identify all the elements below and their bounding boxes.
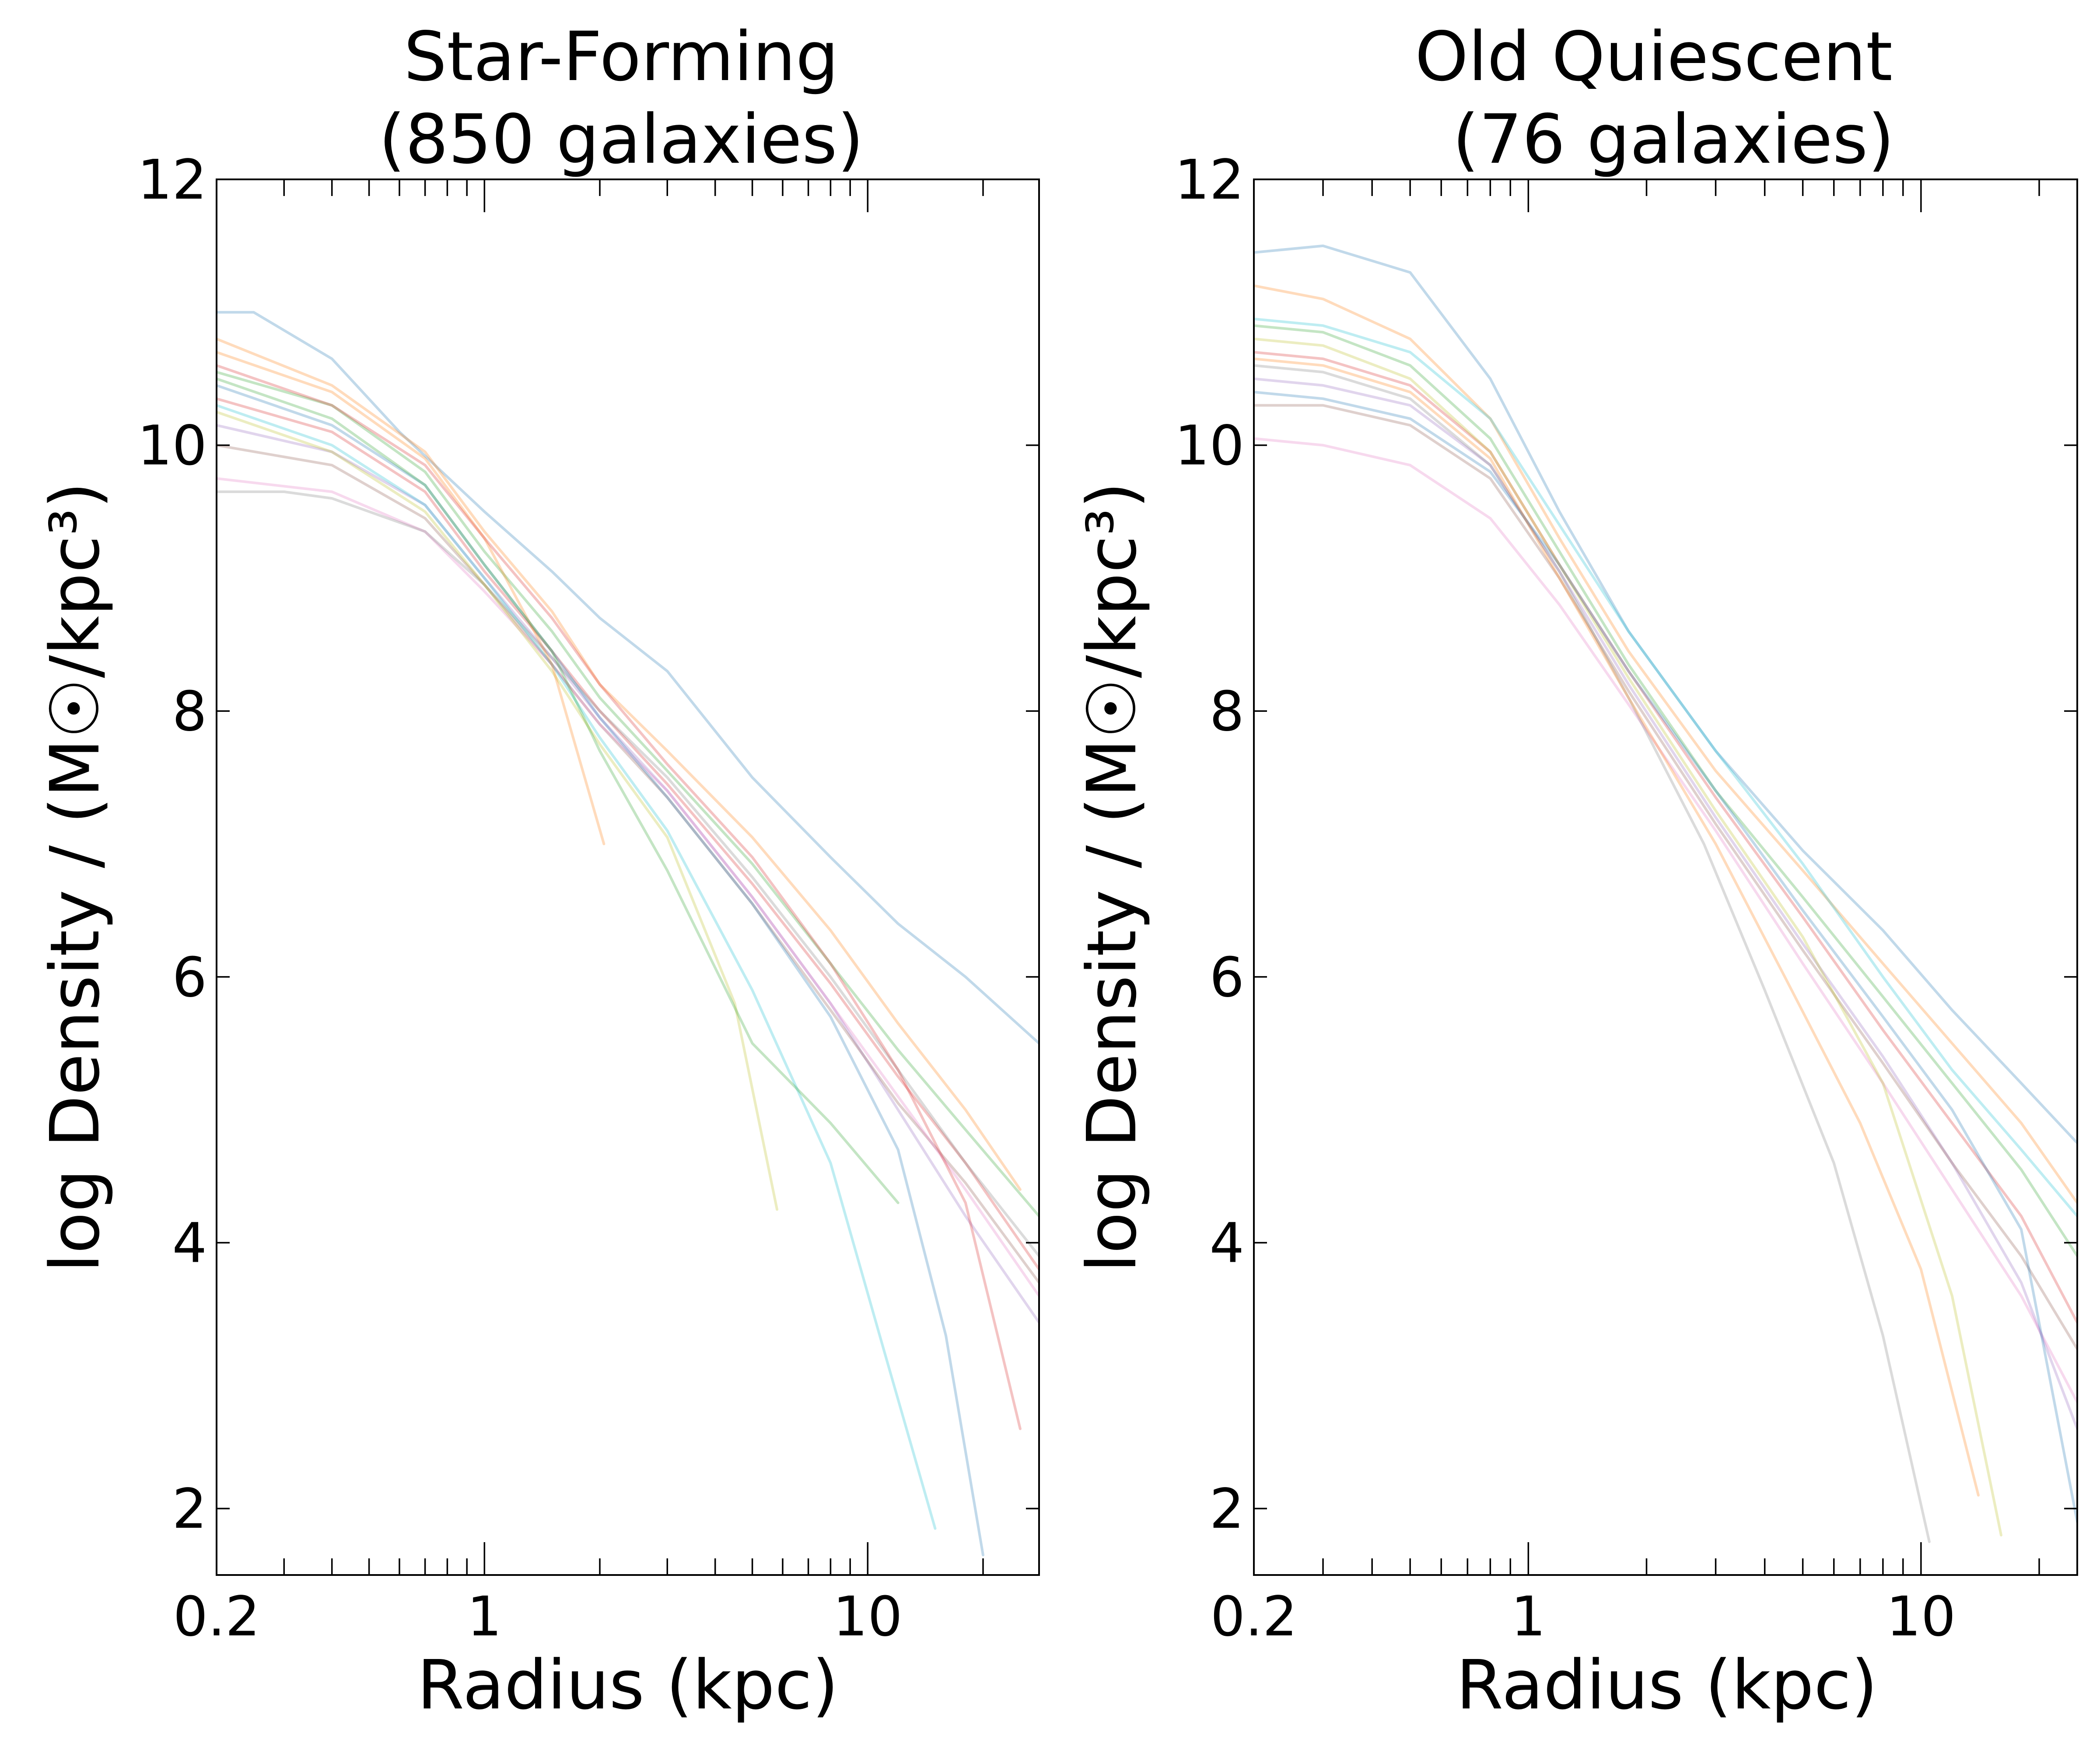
ticks-right [1253, 178, 2077, 1575]
x-tick-label: 10 [1886, 1585, 1956, 1648]
x-tick-label: 0.2 [173, 1585, 260, 1648]
x-tick-label: 0.2 [1211, 1585, 1298, 1648]
galaxy-profile-line [217, 384, 984, 1557]
galaxy-profile-line [1254, 337, 2002, 1536]
x-tick-label: 1 [1511, 1585, 1546, 1648]
galaxy-profile-line [217, 337, 1022, 1191]
galaxy-profile-line [1254, 391, 2077, 1523]
y-tick-label: 10 [137, 414, 207, 478]
tick-labels-left: 2 4 6 8 10 12 0.2 1 10 [137, 148, 903, 1648]
galaxy-profile-line [1254, 364, 1931, 1543]
galaxy-profile-line [217, 351, 606, 845]
galaxy-profile-line [217, 490, 1039, 1257]
galaxy-profile-line [1254, 318, 2077, 1218]
galaxy-profile-line [217, 424, 1039, 1324]
plot-area-left: 2 4 6 8 10 12 0.2 1 10 [137, 148, 1040, 1648]
curves-left [217, 311, 1039, 1557]
x-tick-label: 10 [833, 1585, 903, 1648]
y-axis-label: log Density / (M☉/kpc³) [1072, 482, 1152, 1273]
y-tick-label: 6 [1209, 946, 1244, 1009]
y-tick-label: 8 [172, 680, 207, 743]
galaxy-profile-line [217, 404, 937, 1530]
curves-right [1254, 244, 2077, 1543]
y-tick-label: 10 [1175, 414, 1244, 478]
y-tick-label: 4 [1209, 1211, 1244, 1275]
axes-frame-right [1253, 178, 2078, 1576]
panel-star-forming: Star-Forming (850 galaxies) 2 4 6 8 10 12 0.2 1… [35, 17, 1040, 1725]
galaxy-profile-line [217, 377, 900, 1204]
y-tick-label: 12 [1175, 148, 1244, 212]
galaxy-profile-line [217, 410, 779, 1211]
panel-title-line2: (850 galaxies) [379, 100, 864, 179]
galaxy-profile-line [1254, 404, 2077, 1351]
galaxy-profile-line [1254, 324, 2077, 1257]
y-tick-label: 6 [172, 946, 207, 1009]
galaxy-profile-line [1254, 377, 2077, 1430]
galaxy-profile-line [217, 477, 1039, 1297]
x-tick-label: 1 [467, 1585, 502, 1648]
galaxy-profile-line [217, 311, 1039, 1045]
galaxy-profile-line [217, 364, 1022, 1430]
galaxy-profile-line [217, 371, 1039, 1218]
galaxy-profile-line [1254, 284, 2077, 1204]
galaxy-profile-line [1254, 357, 1980, 1497]
galaxy-profile-line [217, 397, 1039, 1271]
y-tick-label: 8 [1209, 680, 1244, 743]
ticks-left [216, 178, 1039, 1575]
galaxy-profile-line [1254, 351, 2077, 1324]
panel-title-line1: Old Quiescent [1415, 17, 1893, 96]
galaxy-profile-line [217, 444, 1039, 1284]
y-tick-label: 12 [137, 148, 207, 212]
panel-title-line2: (76 galaxies) [1452, 100, 1894, 179]
galaxy-profile-line [1254, 437, 2077, 1404]
axes-frame-left [216, 178, 1040, 1576]
y-axis-label: log Density / (M☉/kpc³) [35, 482, 115, 1273]
y-tick-label: 2 [1209, 1477, 1244, 1541]
plot-area-right: 2 4 6 8 10 12 0.2 1 10 [1175, 148, 2078, 1648]
tick-labels-right: 2 4 6 8 10 12 0.2 1 10 [1175, 148, 1956, 1648]
panel-title-line1: Star-Forming [404, 17, 839, 96]
x-axis-label: Radius (kpc) [417, 1645, 838, 1725]
y-tick-label: 2 [172, 1477, 207, 1541]
y-tick-label: 4 [172, 1211, 207, 1275]
panel-old-quiescent: Old Quiescent (76 galaxies) 2 4 6 8 10 12 0.2 1… [1072, 17, 2078, 1725]
x-axis-label: Radius (kpc) [1456, 1645, 1877, 1725]
galaxy-profile-line [1254, 244, 2077, 1144]
